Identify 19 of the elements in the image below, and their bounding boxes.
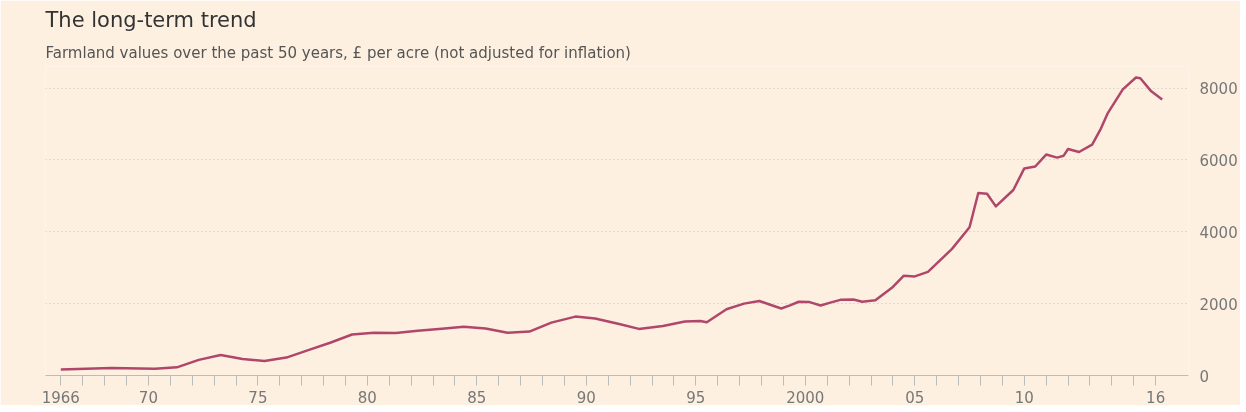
- x-tick-label: 75: [248, 388, 268, 407]
- chart-subtitle: Farmland values over the past 50 years, £ per acre (not adjusted for inflation): [45, 43, 631, 62]
- y-tick-label: 4000: [1199, 223, 1238, 242]
- x-tick-label: 85: [467, 388, 487, 407]
- x-tick-label: 1966: [41, 388, 80, 407]
- line-series: [59, 76, 1164, 371]
- x-tick-label: 05: [905, 388, 925, 407]
- x-tick-label: 80: [357, 388, 377, 407]
- y-tick-label: 6000: [1199, 151, 1238, 170]
- chart-title: The long-term trend: [44, 7, 257, 32]
- x-tick-label: 16: [1146, 388, 1166, 407]
- x-tick-label: 10: [1014, 388, 1034, 407]
- x-tick-label: 95: [686, 388, 706, 407]
- y-tick-label: 8000: [1199, 80, 1238, 99]
- y-tick-label: 2000: [1199, 295, 1238, 314]
- x-tick-label: 90: [576, 388, 596, 407]
- x-tick-label: 70: [138, 388, 158, 407]
- y-tick-label: 0: [1199, 367, 1210, 386]
- x-tick-label: 2000: [786, 388, 825, 407]
